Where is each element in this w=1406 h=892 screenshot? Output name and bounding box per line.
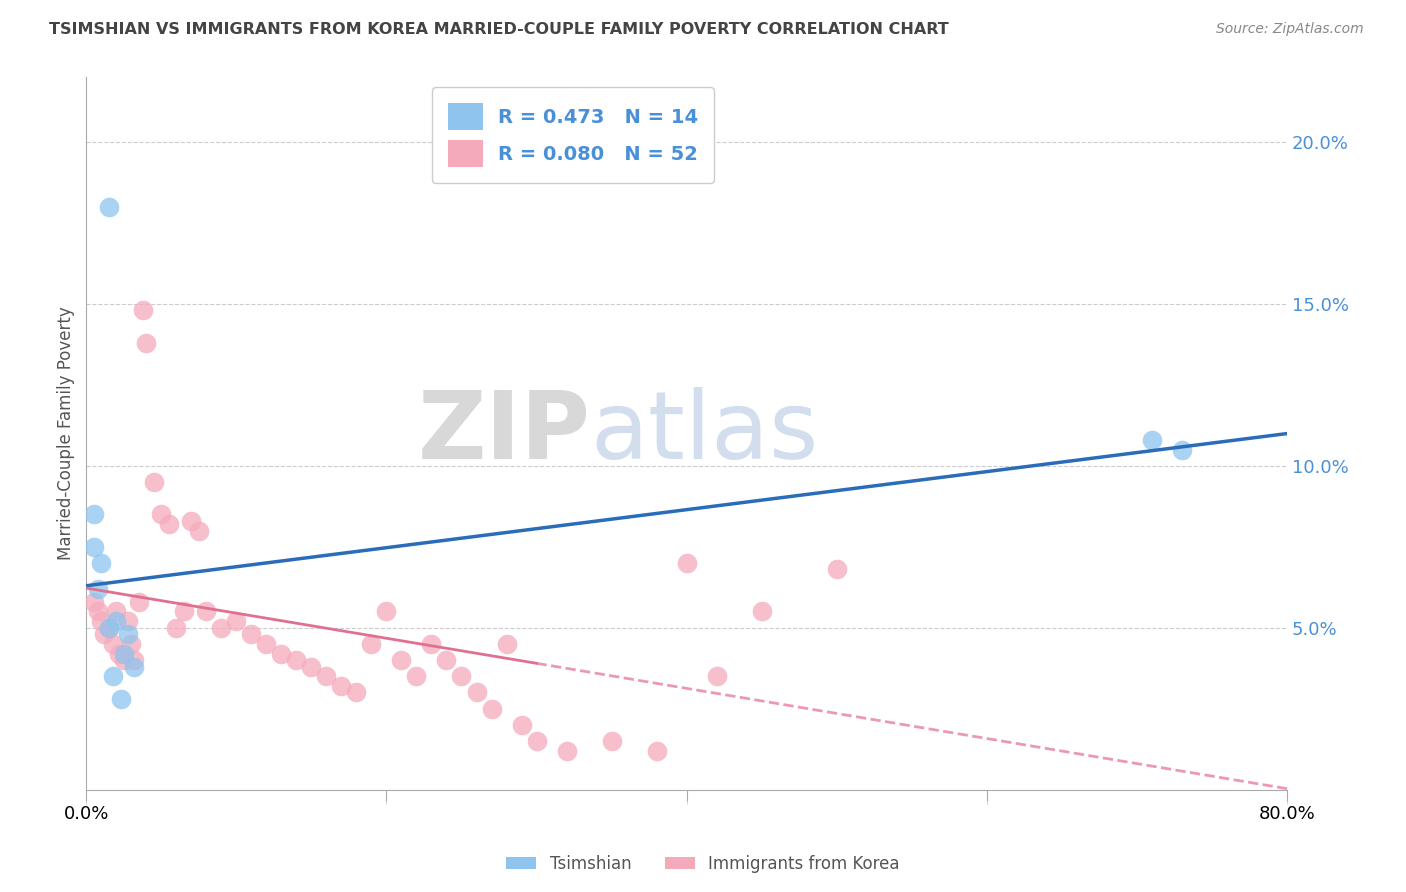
Legend: R = 0.473   N = 14, R = 0.080   N = 52: R = 0.473 N = 14, R = 0.080 N = 52: [432, 87, 714, 183]
Point: [142, 475, 165, 489]
Point: [555, 744, 578, 758]
Point: [112, 647, 135, 661]
Point: [481, 701, 503, 715]
Point: [93, 627, 115, 641]
Point: [405, 669, 427, 683]
Point: [526, 734, 548, 748]
Point: [110, 691, 132, 706]
Point: [117, 627, 139, 641]
Point: [97, 200, 120, 214]
Point: [436, 653, 458, 667]
Point: [108, 647, 131, 661]
Point: [315, 669, 337, 683]
Point: [600, 734, 623, 748]
Point: [83, 540, 105, 554]
Point: [105, 614, 128, 628]
Point: [97, 621, 120, 635]
Point: [375, 605, 398, 619]
Point: [135, 335, 157, 350]
Point: [420, 637, 443, 651]
Point: [706, 669, 728, 683]
Point: [87, 582, 110, 596]
Point: [83, 508, 105, 522]
Point: [1140, 433, 1163, 447]
Point: [173, 605, 195, 619]
Point: [103, 637, 125, 651]
Point: [346, 685, 368, 699]
Point: [103, 669, 125, 683]
Point: [285, 653, 308, 667]
Point: [90, 556, 112, 570]
Text: Source: ZipAtlas.com: Source: ZipAtlas.com: [1216, 22, 1364, 37]
Point: [117, 614, 139, 628]
Point: [330, 679, 353, 693]
Point: [645, 744, 668, 758]
Point: [195, 605, 218, 619]
Text: TSIMSHIAN VS IMMIGRANTS FROM KOREA MARRIED-COUPLE FAMILY POVERTY CORRELATION CHA: TSIMSHIAN VS IMMIGRANTS FROM KOREA MARRI…: [49, 22, 949, 37]
Point: [751, 605, 773, 619]
Point: [165, 621, 187, 635]
Point: [87, 605, 110, 619]
Point: [124, 653, 146, 667]
Point: [299, 659, 322, 673]
Point: [391, 653, 413, 667]
Point: [495, 637, 517, 651]
Point: [83, 595, 105, 609]
Point: [124, 659, 146, 673]
Point: [157, 517, 180, 532]
Point: [1171, 442, 1194, 457]
Point: [465, 685, 488, 699]
Point: [112, 653, 135, 667]
Text: ZIP: ZIP: [418, 387, 591, 480]
Point: [180, 514, 202, 528]
Text: atlas: atlas: [591, 387, 818, 480]
Point: [450, 669, 472, 683]
Point: [675, 556, 697, 570]
Point: [187, 524, 209, 538]
Point: [225, 614, 247, 628]
Point: [360, 637, 382, 651]
Point: [90, 614, 112, 628]
Point: [150, 508, 173, 522]
Y-axis label: Married-Couple Family Poverty: Married-Couple Family Poverty: [58, 307, 75, 560]
Point: [825, 562, 848, 576]
Point: [209, 621, 232, 635]
Point: [132, 303, 155, 318]
Point: [128, 595, 150, 609]
Point: [270, 647, 292, 661]
Point: [120, 637, 142, 651]
Point: [105, 605, 128, 619]
Point: [240, 627, 263, 641]
Point: [97, 621, 120, 635]
Point: [510, 718, 533, 732]
Legend: Tsimshian, Immigrants from Korea: Tsimshian, Immigrants from Korea: [499, 848, 907, 880]
Point: [254, 637, 277, 651]
